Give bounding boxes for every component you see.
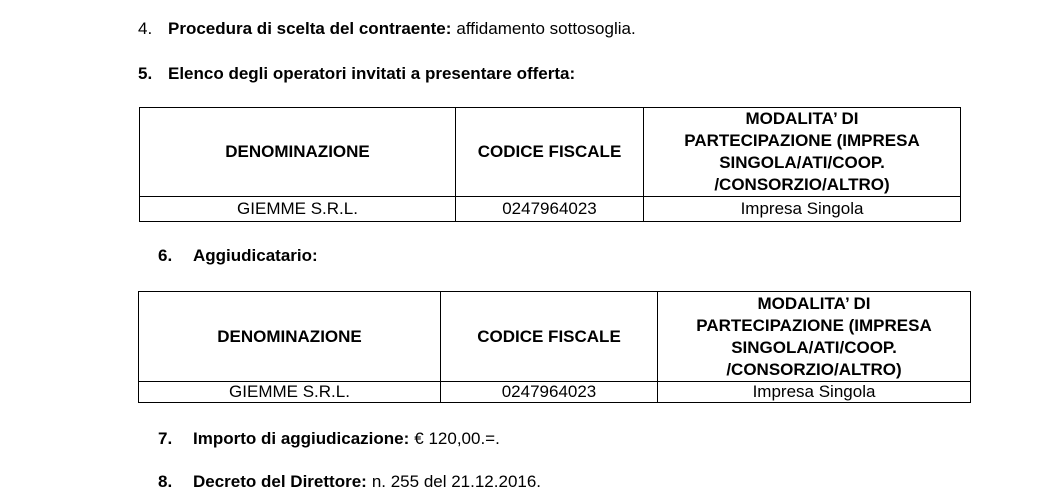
table-header-row: DENOMINAZIONE CODICE FISCALE MODALITA’ D…	[138, 291, 971, 382]
awardee-table: DENOMINAZIONE CODICE FISCALE MODALITA’ D…	[138, 291, 971, 403]
column-header-modalita: MODALITA’ DI PARTECIPAZIONE (IMPRESA SIN…	[643, 107, 961, 197]
list-item-label: Elenco degli operatori invitati a presen…	[168, 64, 576, 83]
list-item-7: 7. Importo di aggiudicazione: € 120,00.=.	[158, 428, 500, 449]
cell-modalita: Impresa Singola	[657, 381, 971, 403]
column-header-codice-fiscale: CODICE FISCALE	[455, 107, 644, 197]
list-item-label: Procedura di scelta del contraente:	[168, 19, 452, 38]
cell-denominazione: GIEMME S.R.L.	[138, 381, 441, 403]
list-item-5: 5. Elenco degli operatori invitati a pres…	[138, 63, 580, 84]
list-item-value: n. 255 del 21.12.2016.	[371, 472, 542, 491]
column-header-modalita: MODALITA’ DI PARTECIPAZIONE (IMPRESA SIN…	[657, 291, 971, 382]
list-item-value: affidamento sottosoglia.	[456, 19, 636, 38]
table-row: GIEMME S.R.L. 0247964023 Impresa Singola	[138, 381, 971, 403]
list-item-number: 6.	[158, 246, 173, 265]
list-item-4: 4. Procedura di scelta del contraente: aff…	[138, 18, 636, 39]
list-item-8: 8. Decreto del Direttore: n. 255 del 21.12…	[158, 471, 541, 492]
list-item-number: 7.	[158, 429, 173, 448]
column-header-codice-fiscale: CODICE FISCALE	[440, 291, 658, 382]
cell-modalita: Impresa Singola	[643, 196, 961, 222]
list-item-number: 8.	[158, 472, 173, 491]
list-item-6: 6. Aggiudicatario:	[158, 245, 323, 266]
list-item-number: 5.	[138, 64, 153, 83]
list-item-value: € 120,00.=.	[414, 429, 500, 448]
cell-denominazione: GIEMME S.R.L.	[139, 196, 456, 222]
column-header-denominazione: DENOMINAZIONE	[138, 291, 441, 382]
cell-codice-fiscale: 0247964023	[440, 381, 658, 403]
list-item-label: Importo di aggiudicazione:	[193, 429, 410, 448]
cell-codice-fiscale: 0247964023	[455, 196, 644, 222]
list-item-label: Aggiudicatario:	[193, 246, 318, 265]
invited-operators-table: DENOMINAZIONE CODICE FISCALE MODALITA’ D…	[139, 107, 961, 222]
list-item-label: Decreto del Direttore:	[193, 472, 367, 491]
column-header-denominazione: DENOMINAZIONE	[139, 107, 456, 197]
table-row: GIEMME S.R.L. 0247964023 Impresa Singola	[139, 196, 961, 222]
list-item-number: 4.	[138, 19, 153, 38]
table-header-row: DENOMINAZIONE CODICE FISCALE MODALITA’ D…	[139, 107, 961, 197]
